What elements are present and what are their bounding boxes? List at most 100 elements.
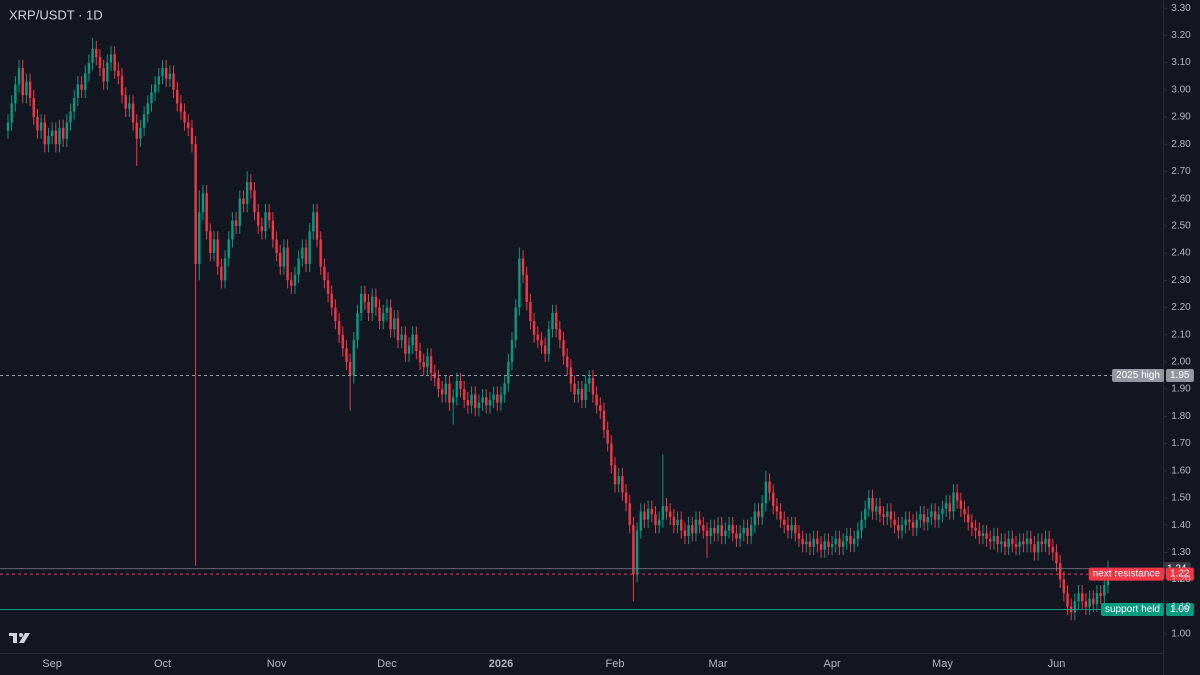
candle-body (948, 503, 952, 512)
candle-body (635, 530, 639, 575)
candle-body (95, 48, 98, 58)
candle-body (28, 81, 32, 98)
level-label-box (1112, 368, 1164, 382)
level-label: support held (1105, 604, 1160, 615)
candle-body (84, 73, 87, 90)
candle-body (992, 536, 996, 542)
y-tick-label: 2.50 (1171, 220, 1191, 231)
x-tick-label: Feb (606, 658, 625, 670)
candle-body (139, 127, 142, 139)
candle-body (702, 525, 705, 531)
candle-body (39, 122, 43, 131)
candle-body (98, 57, 102, 69)
candle-body (1011, 538, 1014, 545)
candle-body (959, 500, 963, 509)
candle-body (393, 318, 396, 330)
candle-body (661, 506, 665, 520)
candle-body (768, 481, 771, 493)
candle-body (47, 136, 50, 145)
y-tick-label: 3.10 (1171, 57, 1191, 68)
candle-body (808, 541, 812, 547)
candle-body (838, 538, 841, 547)
candle-body (341, 334, 344, 349)
candle-body (1014, 544, 1018, 547)
y-tick-label: 1.30 (1171, 547, 1191, 558)
y-tick-label: 3.20 (1171, 30, 1191, 41)
candle-body (753, 511, 757, 526)
candle-body (727, 525, 731, 531)
y-tick-label: 2.80 (1171, 139, 1191, 150)
candle-body (238, 198, 241, 226)
candle-body (227, 239, 230, 259)
candle-body (113, 54, 116, 71)
candle-body (36, 116, 39, 131)
candle-body (551, 312, 554, 330)
level-value-group: 1.09 (1166, 602, 1194, 616)
candle-body (613, 465, 617, 485)
candle-body (1033, 544, 1036, 553)
candle-body (834, 538, 837, 545)
candle-body (676, 519, 679, 526)
candle-body (1007, 538, 1010, 547)
candle-body (106, 62, 109, 82)
candle-body (628, 503, 631, 526)
candle-body (735, 533, 738, 539)
candle-body (904, 519, 907, 526)
candle-body (944, 503, 948, 509)
candle-body (1073, 601, 1077, 613)
candle-body (599, 405, 602, 411)
candle-body (54, 130, 58, 145)
candle-body (10, 103, 13, 123)
candle-body (201, 193, 205, 213)
candle-body (908, 519, 911, 523)
candle-body (1099, 593, 1102, 596)
candle-body (1036, 541, 1040, 553)
candle-body (989, 538, 992, 542)
candle-body (61, 127, 65, 139)
candle-body (407, 345, 411, 354)
y-tick-label: 1.50 (1171, 493, 1191, 504)
candle-body (911, 522, 915, 528)
candle-body (805, 541, 808, 545)
candle-body (746, 527, 749, 537)
level-value-group: 1.22 (1166, 567, 1194, 581)
candle-body (845, 536, 849, 542)
candle-body (231, 220, 234, 240)
x-tick-label: Jun (1048, 658, 1066, 670)
candle-body (926, 516, 929, 523)
candle-body (43, 122, 47, 145)
y-tick-label: 3.00 (1171, 84, 1191, 95)
candle-body (345, 348, 348, 362)
candle-body (816, 538, 819, 545)
candle-body (172, 73, 175, 90)
candle-body (330, 293, 333, 308)
candle-body (1029, 538, 1032, 545)
candle-body (775, 506, 779, 512)
candle-body (293, 274, 297, 286)
candle-body (429, 356, 433, 373)
candle-body (525, 274, 528, 303)
level-label: 2025 high (1116, 370, 1160, 381)
candle-body (176, 89, 179, 104)
x-tick-label: May (932, 658, 953, 670)
candle-body (73, 97, 76, 112)
candle-body (308, 231, 311, 264)
candle-body (941, 508, 944, 515)
candle-body (1022, 541, 1025, 545)
candle-body (326, 280, 330, 294)
candle-body (565, 356, 569, 368)
candle-body (639, 511, 642, 531)
candle-body (672, 516, 676, 526)
candle-body (378, 307, 381, 322)
candle-body (783, 519, 786, 526)
candle-body (470, 394, 473, 406)
candle-body (577, 389, 580, 395)
candle-body (422, 361, 425, 368)
candle-body (76, 84, 80, 98)
candle-body (466, 399, 470, 406)
candle-body (102, 68, 105, 82)
candle-body (764, 481, 768, 504)
y-tick-label: 2.30 (1171, 275, 1191, 286)
